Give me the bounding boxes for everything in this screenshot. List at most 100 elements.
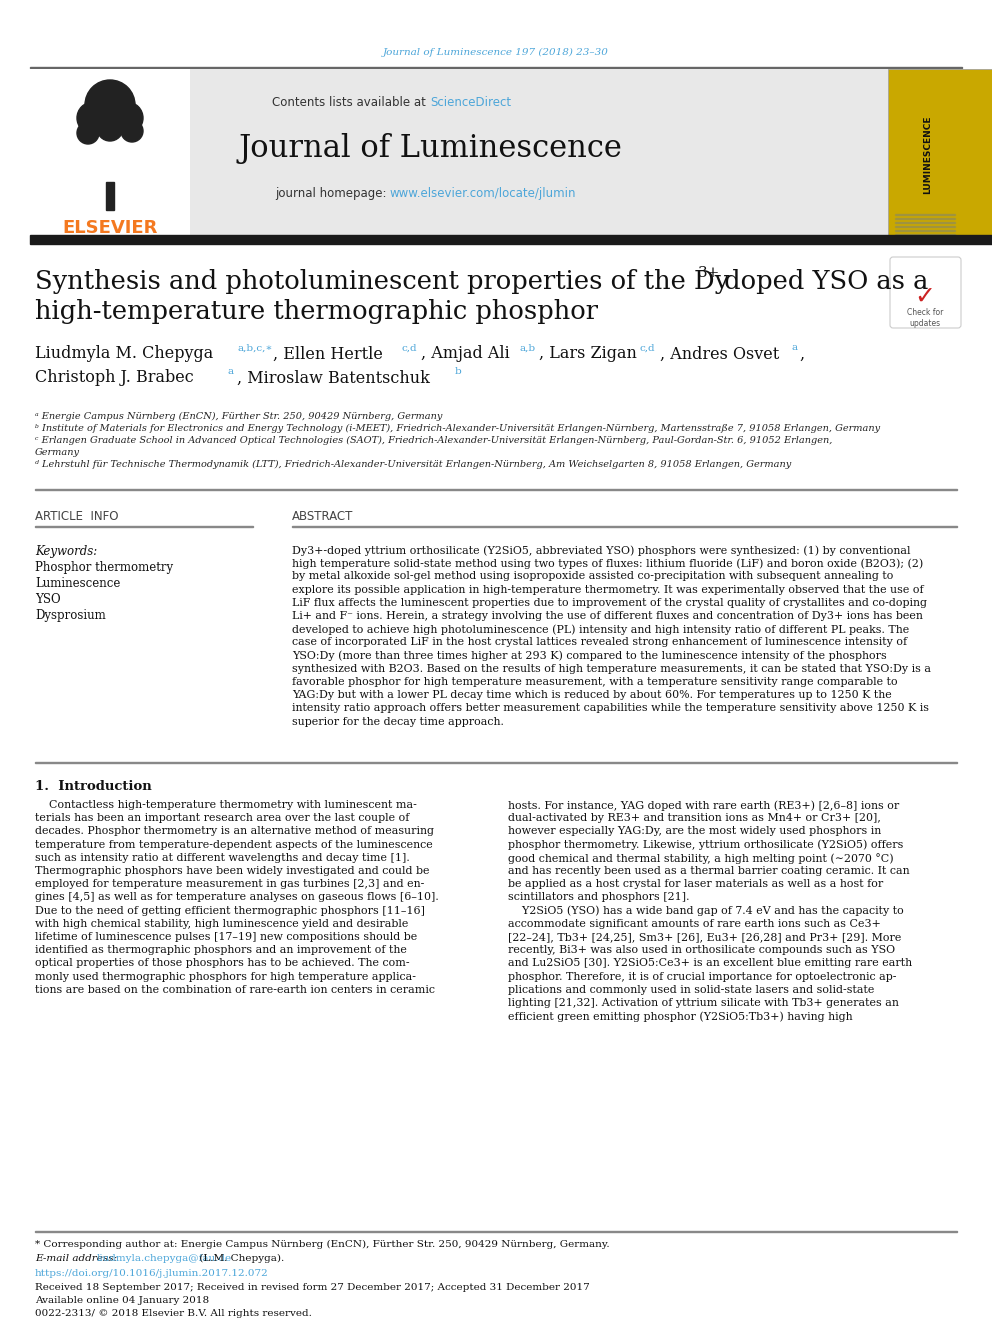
Text: high-temperature thermographic phosphor: high-temperature thermographic phosphor (35, 299, 598, 324)
Bar (106, 183, 114, 210)
Bar (895, 233, 955, 235)
Text: a: a (791, 344, 798, 352)
Text: a: a (228, 368, 234, 377)
Bar (895, 225, 955, 228)
Text: , Lars Zigan: , Lars Zigan (539, 345, 637, 363)
Text: lighting [21,32]. Activation of yttrium silicate with Tb3+ generates an: lighting [21,32]. Activation of yttrium … (508, 998, 899, 1008)
Text: Contactless high-temperature thermometry with luminescent ma-: Contactless high-temperature thermometry… (35, 800, 417, 810)
Text: , Miroslaw Batentschuk: , Miroslaw Batentschuk (237, 369, 430, 386)
Text: and has recently been used as a thermal barrier coating ceramic. It can: and has recently been used as a thermal … (508, 867, 910, 876)
Text: 0022-2313/ © 2018 Elsevier B.V. All rights reserved.: 0022-2313/ © 2018 Elsevier B.V. All righ… (35, 1308, 311, 1318)
Bar (888, 69, 992, 237)
Text: Keywords:: Keywords: (35, 545, 97, 558)
Text: liudmyla.chepyga@fau.de: liudmyla.chepyga@fau.de (97, 1254, 232, 1263)
Text: with high chemical stability, high luminescence yield and desirable: with high chemical stability, high lumin… (35, 918, 409, 929)
Text: temperature from temperature-dependent aspects of the luminescence: temperature from temperature-dependent a… (35, 840, 433, 849)
Text: good chemical and thermal stability, a high melting point (∼2070 °C): good chemical and thermal stability, a h… (508, 853, 894, 864)
Text: Check for
updates: Check for updates (907, 308, 943, 328)
Text: be applied as a host crystal for laser materials as well as a host for: be applied as a host crystal for laser m… (508, 880, 883, 889)
Text: explore its possible application in high-temperature thermometry. It was experim: explore its possible application in high… (292, 585, 924, 594)
Text: intensity ratio approach offers better measurement capabilities while the temper: intensity ratio approach offers better m… (292, 704, 929, 713)
Text: Germany: Germany (35, 448, 80, 456)
Text: Y2SiO5 (YSO) has a wide band gap of 7.4 eV and has the capacity to: Y2SiO5 (YSO) has a wide band gap of 7.4 … (508, 906, 904, 916)
Circle shape (85, 79, 135, 130)
Text: hosts. For instance, YAG doped with rare earth (RE3+) [2,6–8] ions or: hosts. For instance, YAG doped with rare… (508, 800, 900, 811)
Text: Due to the need of getting efficient thermographic phosphors [11–16]: Due to the need of getting efficient the… (35, 906, 425, 916)
Text: , Ellen Hertle: , Ellen Hertle (273, 345, 383, 363)
Text: high temperature solid-state method using two types of fluxes: lithium fluoride : high temperature solid-state method usin… (292, 558, 924, 569)
Text: YAG:Dy but with a lower PL decay time which is reduced by about 60%. For tempera: YAG:Dy but with a lower PL decay time wh… (292, 691, 892, 700)
Text: Thermographic phosphors have been widely investigated and could be: Thermographic phosphors have been widely… (35, 867, 430, 876)
Text: YSO:Dy (more than three times higher at 293 K) compared to the luminescence inte: YSO:Dy (more than three times higher at … (292, 651, 887, 662)
Text: ᶜ Erlangen Graduate School in Advanced Optical Technologies (SAOT), Friedrich-Al: ᶜ Erlangen Graduate School in Advanced O… (35, 437, 832, 445)
Text: lifetime of luminescence pulses [17–19] new compositions should be: lifetime of luminescence pulses [17–19] … (35, 931, 418, 942)
Text: Luminescence: Luminescence (35, 577, 120, 590)
Text: such as intensity ratio at different wavelengths and decay time [1].: such as intensity ratio at different wav… (35, 853, 410, 863)
Text: plications and commonly used in solid-state lasers and solid-state: plications and commonly used in solid-st… (508, 984, 874, 995)
Text: YSO: YSO (35, 593, 61, 606)
Text: Phosphor thermometry: Phosphor thermometry (35, 561, 174, 574)
Text: decades. Phosphor thermometry is an alternative method of measuring: decades. Phosphor thermometry is an alte… (35, 827, 434, 836)
Text: E-mail address:: E-mail address: (35, 1254, 120, 1263)
Text: a,b,c,∗: a,b,c,∗ (237, 344, 273, 352)
Text: Journal of Luminescence: Journal of Luminescence (238, 132, 622, 164)
Text: Liudmyla M. Chepyga: Liudmyla M. Chepyga (35, 345, 213, 363)
Text: journal homepage:: journal homepage: (275, 188, 390, 201)
Bar (895, 229, 955, 232)
Text: LiF flux affects the luminescent properties due to improvement of the crystal qu: LiF flux affects the luminescent propert… (292, 598, 927, 607)
Bar (30, 69, 190, 237)
Text: Available online 04 January 2018: Available online 04 January 2018 (35, 1297, 209, 1304)
Text: optical properties of those phosphors has to be achieved. The com-: optical properties of those phosphors ha… (35, 958, 410, 968)
Text: Journal of Luminescence 197 (2018) 23–30: Journal of Luminescence 197 (2018) 23–30 (383, 48, 609, 57)
Text: ELSEVIER: ELSEVIER (62, 220, 158, 237)
Text: Dy3+-doped yttrium orthosilicate (Y2SiO5, abbreviated YSO) phosphors were synthe: Dy3+-doped yttrium orthosilicate (Y2SiO5… (292, 545, 911, 556)
Circle shape (111, 102, 143, 134)
Text: c,d: c,d (640, 344, 656, 352)
Text: and Lu2SiO5 [30]. Y2SiO5:Ce3+ is an excellent blue emitting rare earth: and Lu2SiO5 [30]. Y2SiO5:Ce3+ is an exce… (508, 958, 912, 968)
Text: , Amjad Ali: , Amjad Ali (421, 345, 510, 363)
Text: employed for temperature measurement in gas turbines [2,3] and en-: employed for temperature measurement in … (35, 880, 425, 889)
Text: however especially YAG:Dy, are the most widely used phosphors in: however especially YAG:Dy, are the most … (508, 827, 881, 836)
Text: scintillators and phosphors [21].: scintillators and phosphors [21]. (508, 893, 689, 902)
Text: Li+ and F⁻ ions. Herein, a strategy involving the use of different fluxes and co: Li+ and F⁻ ions. Herein, a strategy invo… (292, 611, 923, 620)
Text: by metal alkoxide sol-gel method using isopropoxide assisted co-precipitation wi: by metal alkoxide sol-gel method using i… (292, 572, 894, 581)
Text: ABSTRACT: ABSTRACT (292, 509, 353, 523)
Text: favorable phosphor for high temperature measurement, with a temperature sensitiv: favorable phosphor for high temperature … (292, 677, 898, 687)
Text: 1.  Introduction: 1. Introduction (35, 781, 152, 792)
Text: www.elsevier.com/locate/jlumin: www.elsevier.com/locate/jlumin (390, 188, 576, 201)
Text: efficient green emitting phosphor (Y2SiO5:Tb3+) having high: efficient green emitting phosphor (Y2SiO… (508, 1011, 853, 1021)
Text: doped YSO as a: doped YSO as a (716, 270, 929, 295)
Text: ARTICLE  INFO: ARTICLE INFO (35, 509, 118, 523)
Text: ✓: ✓ (915, 284, 935, 310)
Text: Dysprosium: Dysprosium (35, 609, 106, 622)
Text: synthesized with B2O3. Based on the results of high temperature measurements, it: synthesized with B2O3. Based on the resu… (292, 664, 931, 673)
Text: ,: , (799, 345, 805, 363)
Circle shape (121, 120, 143, 142)
Text: [22–24], Tb3+ [24,25], Sm3+ [26], Eu3+ [26,28] and Pr3+ [29]. More: [22–24], Tb3+ [24,25], Sm3+ [26], Eu3+ [… (508, 931, 902, 942)
Text: Received 18 September 2017; Received in revised form 27 December 2017; Accepted : Received 18 September 2017; Received in … (35, 1283, 590, 1293)
Text: ᵇ Institute of Materials for Electronics and Energy Technology (i-MEET), Friedri: ᵇ Institute of Materials for Electronics… (35, 423, 880, 433)
Bar (895, 221, 955, 224)
Text: Contents lists available at: Contents lists available at (273, 95, 430, 108)
Bar (30, 235, 992, 243)
Text: a,b: a,b (519, 344, 535, 352)
Bar (895, 217, 955, 220)
Text: gines [4,5] as well as for temperature analyses on gaseous flows [6–10].: gines [4,5] as well as for temperature a… (35, 893, 438, 902)
Text: superior for the decay time approach.: superior for the decay time approach. (292, 717, 504, 726)
Circle shape (77, 122, 99, 144)
Text: 3+: 3+ (698, 266, 720, 280)
Text: Christoph J. Brabec: Christoph J. Brabec (35, 369, 193, 386)
Circle shape (97, 115, 123, 142)
Text: accommodate significant amounts of rare earth ions such as Ce3+: accommodate significant amounts of rare … (508, 918, 881, 929)
Text: dual-activated by RE3+ and transition ions as Mn4+ or Cr3+ [20],: dual-activated by RE3+ and transition io… (508, 814, 881, 823)
Text: recently, Bi3+ was also used in orthosilicate compounds such as YSO: recently, Bi3+ was also used in orthosil… (508, 945, 895, 955)
Text: ᵈ Lehrstuhl für Technische Thermodynamik (LTT), Friedrich-Alexander-Universität : ᵈ Lehrstuhl für Technische Thermodynamik… (35, 460, 792, 470)
Bar (895, 213, 955, 216)
Bar (30, 69, 888, 237)
FancyBboxPatch shape (890, 257, 961, 328)
Text: monly used thermographic phosphors for high temperature applica-: monly used thermographic phosphors for h… (35, 971, 416, 982)
Text: ᵃ Energie Campus Nürnberg (EnCN), Fürther Str. 250, 90429 Nürnberg, Germany: ᵃ Energie Campus Nürnberg (EnCN), Fürthe… (35, 411, 442, 421)
Text: developed to achieve high photoluminescence (PL) intensity and high intensity ra: developed to achieve high photoluminesce… (292, 624, 910, 635)
Text: tions are based on the combination of rare-earth ion centers in ceramic: tions are based on the combination of ra… (35, 984, 435, 995)
Text: phosphor. Therefore, it is of crucial importance for optoelectronic ap-: phosphor. Therefore, it is of crucial im… (508, 971, 897, 982)
